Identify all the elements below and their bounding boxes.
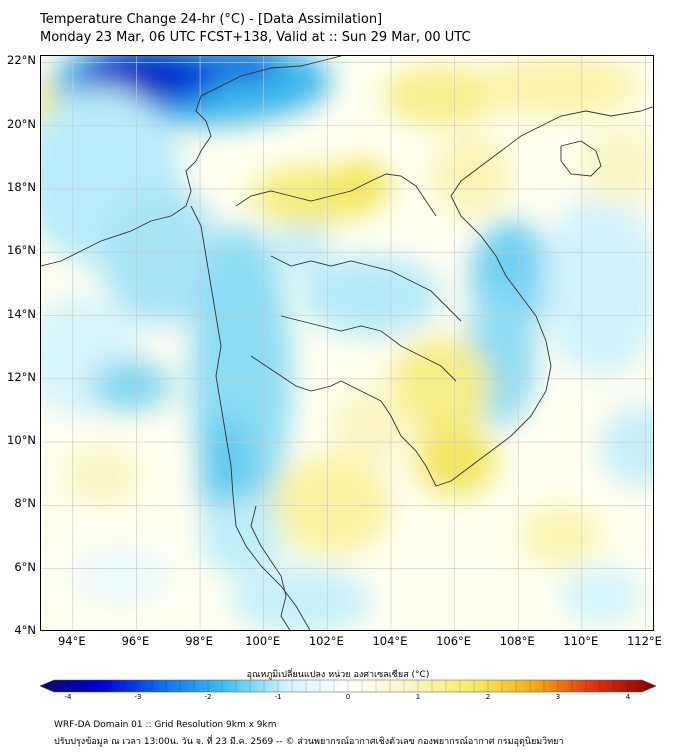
colorbar-tick-label: -2 (204, 693, 212, 701)
latitude-label: 10°N (7, 433, 36, 448)
colorbar-tick-label: -1 (274, 693, 282, 701)
longitude-label: 96°E (121, 634, 150, 648)
colorbar (40, 679, 656, 693)
colorbar-tick-label: 0 (345, 693, 351, 701)
longitude-label: 106°E (436, 634, 472, 648)
colorbar-tick-label: 4 (625, 693, 631, 701)
latitude-label: 18°N (7, 179, 36, 194)
footer-model-info: WRF-DA Domain 01 :: Grid Resolution 9km … (54, 720, 277, 730)
latitude-label: 16°N (7, 243, 36, 258)
map-subtitle: Monday 23 Mar, 06 UTC FCST+138, Valid at… (40, 30, 471, 45)
longitude-label: 110°E (563, 634, 599, 648)
latitude-label: 8°N (14, 496, 36, 511)
temperature-field-map (41, 56, 653, 630)
colorbar-title: อุณหภูมิเปลี่ยนแปลง หน่วย องศาเซลเซียส (… (246, 670, 430, 680)
longitude-label: 102°E (308, 634, 344, 648)
colorbar-tick-label: -4 (64, 693, 72, 701)
latitude-label: 6°N (14, 559, 36, 574)
colorbar-bar (40, 679, 656, 693)
colorbar-tick-label: -3 (134, 693, 142, 701)
temperature-field-blobs (41, 56, 653, 630)
latitude-label: 14°N (7, 306, 36, 321)
latitude-label: 20°N (7, 116, 36, 131)
colorbar-tick-label: 2 (485, 693, 491, 701)
colorbar-tick-label: 1 (415, 693, 421, 701)
latitude-label: 12°N (7, 369, 36, 384)
colorbar-minor-ticks (67, 680, 629, 692)
footer-credit: ปรับปรุงข้อมูล ณ เวลา 13:00น. วัน จ. ที่… (54, 737, 564, 747)
map-title: Temperature Change 24-hr (°C) - [Data As… (40, 12, 383, 27)
longitude-label: 112°E (626, 634, 662, 648)
longitude-label: 104°E (372, 634, 408, 648)
longitude-label: 98°E (185, 634, 213, 648)
longitude-label: 94°E (57, 634, 86, 648)
colorbar-tick-label: 3 (555, 693, 561, 701)
coastlines (41, 56, 653, 630)
longitude-label: 100°E (245, 634, 281, 648)
longitude-label: 108°E (499, 634, 535, 648)
latitude-label: 22°N (7, 53, 36, 68)
map-panel[interactable] (40, 55, 654, 631)
latitude-label: 4°N (14, 623, 36, 637)
